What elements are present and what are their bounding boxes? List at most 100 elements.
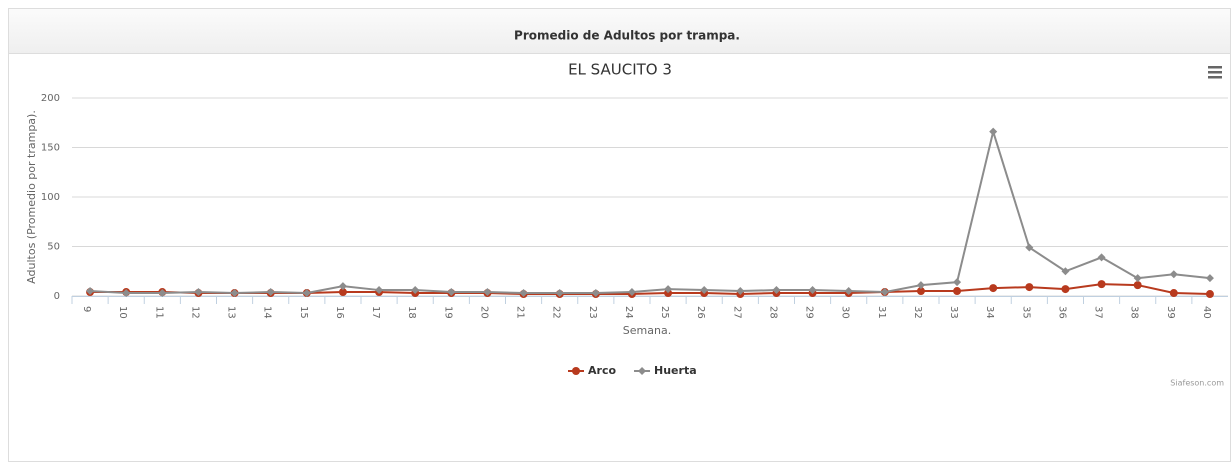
legend-label: Huerta xyxy=(654,364,697,377)
y-tick-label: 100 xyxy=(41,192,60,203)
x-tick-label: 35 xyxy=(1020,306,1031,319)
x-tick-label: 31 xyxy=(876,306,887,319)
x-tick-label: 34 xyxy=(984,306,995,319)
y-tick-label: 0 xyxy=(54,291,60,302)
menu-button[interactable] xyxy=(1208,66,1222,79)
point xyxy=(844,287,853,296)
x-tick-label: 27 xyxy=(731,306,742,319)
y-tick-label: 150 xyxy=(41,143,60,154)
legend-marker xyxy=(572,367,580,375)
legend-marker xyxy=(638,367,647,375)
point xyxy=(230,289,239,298)
panel-header xyxy=(9,9,1230,53)
menu-bar xyxy=(1208,76,1222,79)
x-tick-label: 36 xyxy=(1056,306,1067,319)
point xyxy=(158,289,167,298)
point xyxy=(375,286,384,295)
point xyxy=(555,289,564,298)
x-tick-label: 25 xyxy=(659,306,670,319)
y-axis-title: Adultos (Promedio por trampa). xyxy=(25,110,38,284)
point xyxy=(1061,285,1070,294)
point xyxy=(483,288,492,297)
point xyxy=(1133,274,1142,283)
point xyxy=(86,287,95,296)
x-tick-label: 13 xyxy=(226,306,237,319)
point xyxy=(1097,253,1106,262)
x-tick-label: 20 xyxy=(478,306,489,319)
x-tick-label: 23 xyxy=(587,306,598,319)
panel xyxy=(8,8,1231,462)
series-line xyxy=(90,127,1211,295)
point xyxy=(338,282,347,291)
menu-bar xyxy=(1208,71,1222,74)
point xyxy=(519,289,528,298)
point xyxy=(627,288,636,297)
point xyxy=(953,278,962,287)
point xyxy=(1205,290,1214,299)
x-tick-label: 24 xyxy=(623,306,634,319)
point xyxy=(989,284,998,293)
point xyxy=(1097,280,1106,289)
point xyxy=(1133,281,1142,290)
point xyxy=(736,287,745,296)
y-tick-label: 50 xyxy=(47,242,60,253)
point xyxy=(880,288,889,297)
point xyxy=(591,289,600,298)
point xyxy=(302,289,311,298)
x-tick-label: 11 xyxy=(153,306,164,319)
x-tick-label: 12 xyxy=(189,306,200,319)
point xyxy=(1169,270,1178,279)
point xyxy=(1061,267,1070,276)
point xyxy=(411,286,420,295)
point xyxy=(664,285,673,294)
series xyxy=(86,127,1214,298)
x-tick-label: 26 xyxy=(695,306,706,319)
x-tick-label: 29 xyxy=(804,306,815,319)
point xyxy=(1169,289,1178,298)
point xyxy=(1205,274,1214,283)
x-tick-label: 19 xyxy=(442,306,453,319)
x-tick-label: 22 xyxy=(551,306,562,319)
point xyxy=(772,286,781,295)
x-tick-label: 9 xyxy=(81,306,92,312)
x-tick-label: 40 xyxy=(1201,306,1212,319)
x-tick-label: 38 xyxy=(1129,306,1140,319)
legend-item[interactable]: Huerta xyxy=(634,364,697,377)
point xyxy=(1025,243,1034,252)
x-tick-label: 28 xyxy=(767,306,778,319)
x-tick-label: 37 xyxy=(1093,306,1104,319)
point xyxy=(916,281,925,290)
x-tick-label: 14 xyxy=(262,306,273,319)
menu-bar xyxy=(1208,66,1222,69)
point xyxy=(989,127,998,136)
legend-item[interactable]: Arco xyxy=(568,364,616,377)
x-tick-label: 18 xyxy=(406,306,417,319)
point xyxy=(447,288,456,297)
x-tick-label: 32 xyxy=(912,306,923,319)
point xyxy=(953,287,962,296)
point xyxy=(194,288,203,297)
y-tick-label: 200 xyxy=(41,93,60,104)
x-tick-label: 16 xyxy=(334,306,345,319)
point xyxy=(808,286,817,295)
x-tick-label: 17 xyxy=(370,306,381,319)
legend-label: Arco xyxy=(588,364,616,377)
x-axis-title: Semana. xyxy=(623,324,671,337)
point xyxy=(916,287,925,296)
x-tick-label: 15 xyxy=(298,306,309,319)
point xyxy=(122,289,131,298)
chart-title: EL SAUCITO 3 xyxy=(568,61,672,79)
x-tick-label: 21 xyxy=(515,306,526,319)
x-tick-label: 39 xyxy=(1165,306,1176,319)
point xyxy=(700,286,709,295)
point xyxy=(266,288,275,297)
x-tick-label: 30 xyxy=(840,306,851,319)
point xyxy=(338,288,347,297)
credits: Siafeson.com xyxy=(1170,379,1224,388)
x-tick-label: 10 xyxy=(117,306,128,319)
point xyxy=(1025,283,1034,292)
x-tick-label: 33 xyxy=(948,306,959,319)
panel-title: Promedio de Adultos por trampa. xyxy=(514,29,740,43)
